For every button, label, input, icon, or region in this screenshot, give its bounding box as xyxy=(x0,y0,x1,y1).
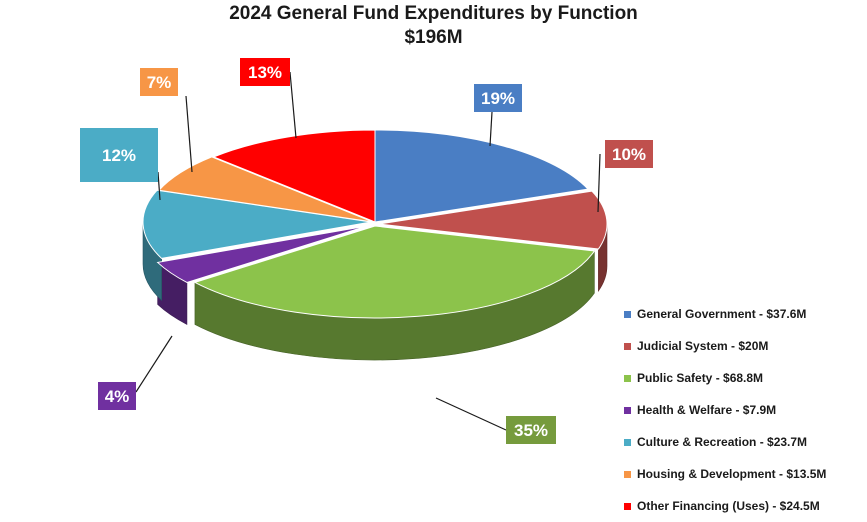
legend-item: Culture & Recreation - $23.7M xyxy=(624,426,826,458)
pie-slice-public-safety xyxy=(193,225,596,319)
percent-label-housing-development: 7% xyxy=(140,68,178,96)
percent-label-judicial-system: 10% xyxy=(605,140,653,168)
percent-label-box xyxy=(80,128,158,182)
chart-legend: General Government - $37.6M Judicial Syst… xyxy=(624,298,826,522)
legend-swatch xyxy=(624,374,631,382)
percent-label-public-safety: 35% xyxy=(506,416,556,444)
percent-label-text: 12% xyxy=(102,146,136,165)
pie-slice-general-government xyxy=(374,129,589,223)
leader-line xyxy=(157,171,161,201)
percent-label-text: 35% xyxy=(514,421,548,440)
legend-item: Judicial System - $20M xyxy=(624,330,826,362)
legend-swatch xyxy=(624,470,631,478)
legend-label: Judicial System - $20M xyxy=(637,339,769,353)
leader-line xyxy=(185,95,193,173)
chart-subtitle: $196M xyxy=(404,27,463,48)
percent-label-general-government: 19% xyxy=(474,84,522,112)
leader-line xyxy=(597,153,601,213)
percent-label-box xyxy=(474,84,522,112)
percent-label-box xyxy=(506,416,556,444)
legend-label: Culture & Recreation - $23.7M xyxy=(637,435,808,449)
legend-label: Public Safety - $68.8M xyxy=(637,371,764,385)
chart-title: 2024 General Fund Expenditures by Functi… xyxy=(0,2,867,50)
percent-label-culture-recreation: 12% xyxy=(80,128,158,182)
pie-tops xyxy=(142,129,608,319)
legend-item: General Government - $37.6M xyxy=(624,298,826,330)
legend-swatch xyxy=(624,406,631,414)
percent-label-health-welfare: 4% xyxy=(98,382,136,410)
percent-label-text: 7% xyxy=(147,73,172,92)
legend-label: Other Financing (Uses) - $24.5M xyxy=(637,499,820,513)
pie-slice-health-welfare xyxy=(156,225,368,283)
pie-slice-culture-recreation xyxy=(142,189,372,259)
legend-label: General Government - $37.6M xyxy=(637,307,807,321)
pie-slice-other-financing-uses- xyxy=(212,129,376,223)
legend-item: Health & Welfare - $7.9M xyxy=(624,394,826,426)
legend-item: Other Financing (Uses) - $24.5M xyxy=(624,490,826,522)
percent-label-box xyxy=(605,140,653,168)
percent-label-text: 19% xyxy=(481,89,515,108)
legend-swatch xyxy=(624,502,631,510)
leader-lines xyxy=(135,71,601,431)
percent-labels: 19% 10% 35% 4% 12% 7% 13% xyxy=(80,58,653,444)
percent-label-other-financing-uses-: 13% xyxy=(240,58,290,86)
leader-line xyxy=(489,111,493,147)
pie-slice-judicial-system xyxy=(378,190,608,250)
percent-label-box xyxy=(140,68,178,96)
legend-swatch xyxy=(624,310,631,318)
leader-line xyxy=(289,71,297,139)
percent-label-box xyxy=(240,58,290,86)
chart-title-text: 2024 General Fund Expenditures by Functi… xyxy=(229,3,638,24)
legend-label: Health & Welfare - $7.9M xyxy=(637,403,777,417)
legend-swatch xyxy=(624,342,631,350)
percent-label-text: 10% xyxy=(612,145,646,164)
legend-swatch xyxy=(624,438,631,446)
legend-label: Housing & Development - $13.5M xyxy=(637,467,827,481)
legend-item: Housing & Development - $13.5M xyxy=(624,458,826,490)
leader-line xyxy=(435,397,507,431)
percent-label-text: 4% xyxy=(105,387,130,406)
percent-label-box xyxy=(98,382,136,410)
leader-line xyxy=(135,335,173,393)
legend-item: Public Safety - $68.8M xyxy=(624,362,826,394)
percent-label-text: 13% xyxy=(248,63,282,82)
